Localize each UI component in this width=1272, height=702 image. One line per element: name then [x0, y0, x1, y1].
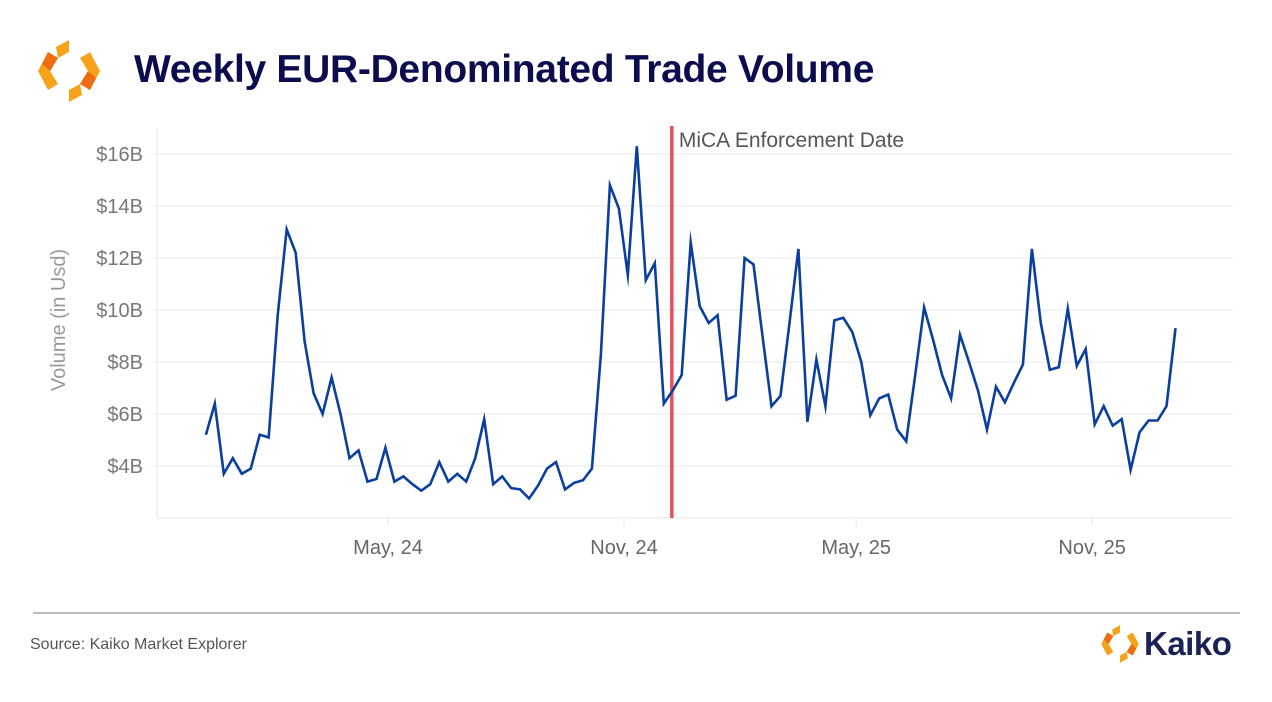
y-tick-label: $8B [107, 352, 143, 374]
x-tick-label: May, 24 [353, 537, 423, 559]
y-tick-label: $10B [96, 300, 143, 322]
footer-divider [33, 612, 1240, 614]
brand-name: Kaiko [1144, 625, 1232, 662]
series-line [204, 146, 1177, 501]
y-tick-label: $4B [107, 456, 143, 478]
series-group [204, 146, 1177, 501]
y-tick-label: $12B [96, 248, 143, 270]
y-tick-label: $6B [107, 404, 143, 426]
brand-logo: Kaiko [1100, 624, 1232, 664]
mica-enforcement-label: MiCA Enforcement Date [679, 129, 904, 152]
source-note: Source: Kaiko Market Explorer [30, 636, 247, 653]
y-axis: $4B $6B $8B $10B $12B $14B $16B [96, 144, 143, 478]
x-axis: May, 24 Nov, 24 May, 25 Nov, 25 [353, 518, 1126, 559]
y-tick-label: $16B [96, 144, 143, 166]
kaiko-logo-icon [1101, 625, 1139, 663]
x-tick-label: May, 25 [821, 537, 891, 559]
y-tick-label: $14B [96, 196, 143, 218]
x-tick-label: Nov, 25 [1058, 537, 1125, 559]
y-axis-title: Volume (in Usd) [48, 249, 70, 391]
chart-title: Weekly EUR-Denominated Trade Volume [134, 48, 875, 91]
line-chart: $4B $6B $8B $10B $12B $14B $16B May, 24 Nov, 24… [48, 126, 1233, 559]
mica-annotation: MiCA Enforcement Date [670, 126, 904, 518]
x-tick-label: Nov, 24 [590, 537, 657, 559]
kaiko-logo-icon [38, 40, 100, 102]
